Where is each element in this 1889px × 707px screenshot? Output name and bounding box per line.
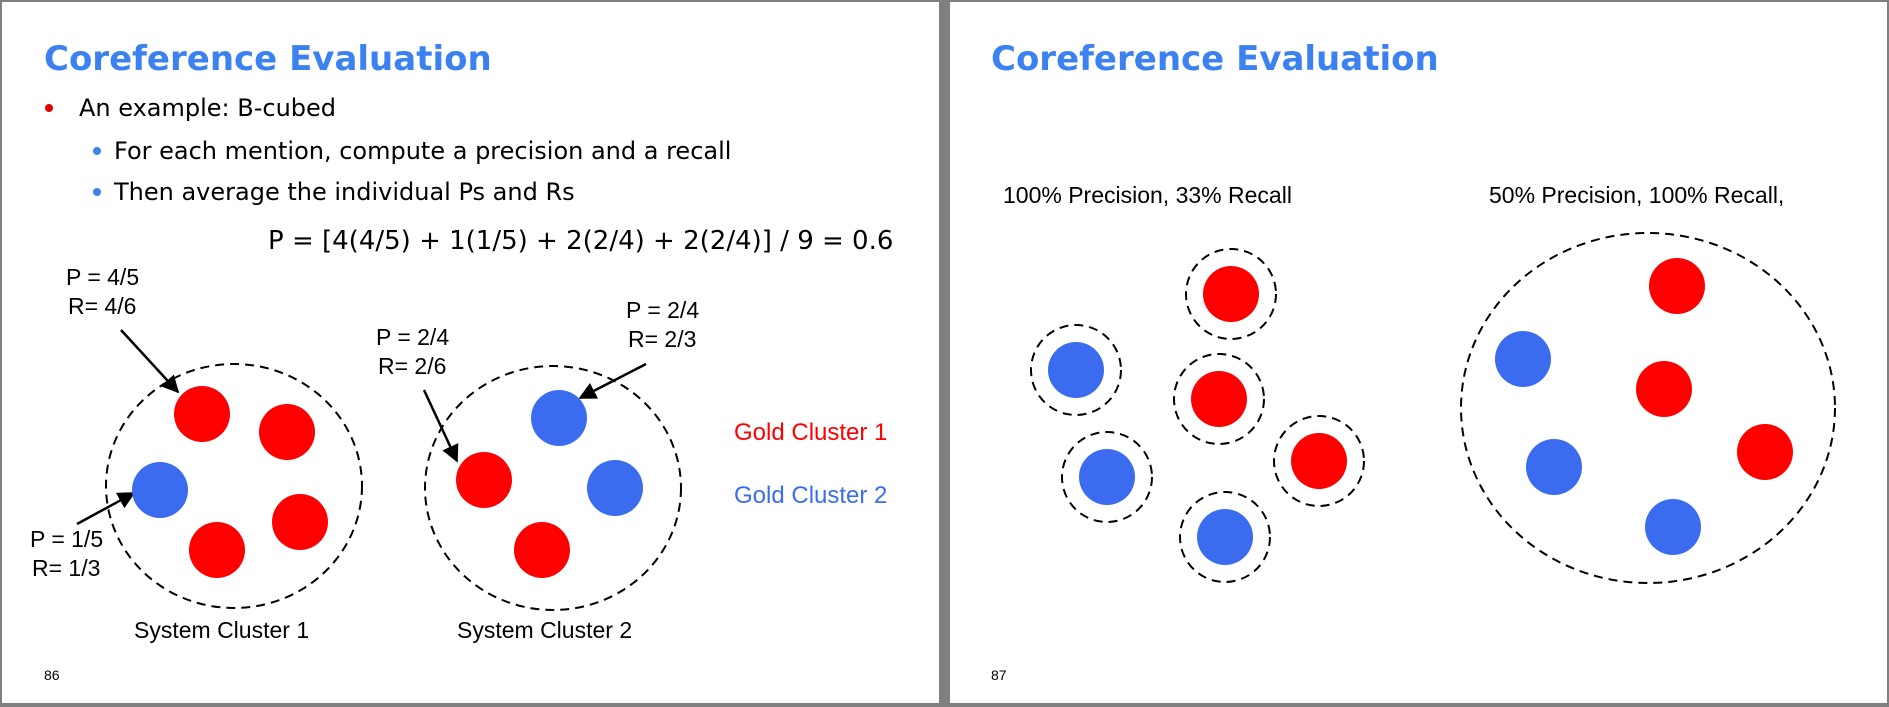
slide-86-canvas: Coreference Evaluation An example: B-cub… xyxy=(30,39,893,683)
gold-cluster-1-mention xyxy=(1636,361,1692,417)
slide-87-canvas: Coreference Evaluation 100% Precision, 3… xyxy=(991,39,1836,683)
singleton-cluster-boundary xyxy=(1061,431,1153,523)
gold-cluster-2-mention xyxy=(1079,449,1135,505)
annotation-r-2-6: R= 2/6 xyxy=(378,353,446,379)
single-system-cluster-boundary xyxy=(1460,232,1836,584)
gold-cluster-1-mention xyxy=(174,386,230,442)
gold-cluster-2-mention xyxy=(1197,509,1253,565)
system-cluster-2-boundary xyxy=(424,365,682,611)
caption-right: 50% Precision, 100% Recall, xyxy=(1489,182,1784,208)
legend-gold-cluster-1: Gold Cluster 1 xyxy=(734,419,887,446)
gold-cluster-1-mention xyxy=(1649,258,1705,314)
annotation-r-4-6: R= 4/6 xyxy=(68,293,136,319)
system-cluster-1-label: System Cluster 1 xyxy=(134,617,309,643)
singleton-cluster-boundary xyxy=(1185,248,1277,340)
sub-bullet-precision-recall: For each mention, compute a precision an… xyxy=(114,137,731,165)
gold-cluster-1-mention xyxy=(259,404,315,460)
gold-cluster-2-mention xyxy=(531,390,587,446)
bullet-bcubed: An example: B-cubed xyxy=(79,94,336,122)
gold-cluster-1-mention xyxy=(514,522,570,578)
singleton-cluster-boundary xyxy=(1273,415,1365,507)
gold-cluster-2-mention xyxy=(1495,331,1551,387)
red-bullet-icon xyxy=(45,104,53,112)
sub-bullet-average: Then average the individual Ps and Rs xyxy=(113,178,575,206)
gold-cluster-1-mention xyxy=(1291,433,1347,489)
blue-bullet-icon xyxy=(93,147,101,155)
annotation-r-2-3: R= 2/3 xyxy=(628,326,696,352)
singleton-cluster-boundary xyxy=(1173,353,1265,445)
annotation-p-2-4-b: P = 2/4 xyxy=(626,297,699,323)
gold-cluster-2-mention xyxy=(132,462,188,518)
slide-87: Coreference Evaluation 100% Precision, 3… xyxy=(950,2,1887,703)
annotation-p-1-5: P = 1/5 xyxy=(30,526,103,552)
precision-formula: P = [4(4/5) + 1(1/5) + 2(2/4) + 2(2/4)] … xyxy=(268,226,893,256)
page-number: 87 xyxy=(991,667,1007,683)
slide-87-title: Coreference Evaluation xyxy=(991,39,1439,79)
system-cluster-2-label: System Cluster 2 xyxy=(457,617,632,643)
legend-gold-cluster-2: Gold Cluster 2 xyxy=(734,482,887,509)
arrow-to-red-mention xyxy=(120,329,180,394)
caption-left: 100% Precision, 33% Recall xyxy=(1003,182,1292,208)
singleton-cluster-boundary xyxy=(1179,491,1271,583)
blue-bullet-icon xyxy=(93,188,101,196)
gold-cluster-2-mention xyxy=(1526,439,1582,495)
singleton-cluster-boundary xyxy=(1030,324,1122,416)
slide-86-title: Coreference Evaluation xyxy=(44,39,492,79)
page-number: 86 xyxy=(44,667,60,683)
arrow-to-red-mention-2 xyxy=(422,389,459,463)
gold-cluster-1-mention xyxy=(1203,266,1259,322)
gold-cluster-1-mention xyxy=(272,494,328,550)
gold-cluster-1-mention xyxy=(1737,424,1793,480)
gold-cluster-2-mention xyxy=(1645,499,1701,555)
system-cluster-1-boundary xyxy=(105,363,363,609)
slide-86: Coreference Evaluation An example: B-cub… xyxy=(2,2,939,703)
gold-cluster-1-mention xyxy=(456,452,512,508)
arrow-to-blue-mention-2 xyxy=(76,491,136,526)
annotation-p-4-5: P = 4/5 xyxy=(66,264,139,290)
gold-cluster-1-mention xyxy=(1191,371,1247,427)
gold-cluster-2-mention xyxy=(587,460,643,516)
gold-cluster-2-mention xyxy=(1048,342,1104,398)
annotation-p-2-4: P = 2/4 xyxy=(376,324,449,350)
annotation-r-1-3: R= 1/3 xyxy=(32,555,100,581)
gold-cluster-1-mention xyxy=(189,522,245,578)
